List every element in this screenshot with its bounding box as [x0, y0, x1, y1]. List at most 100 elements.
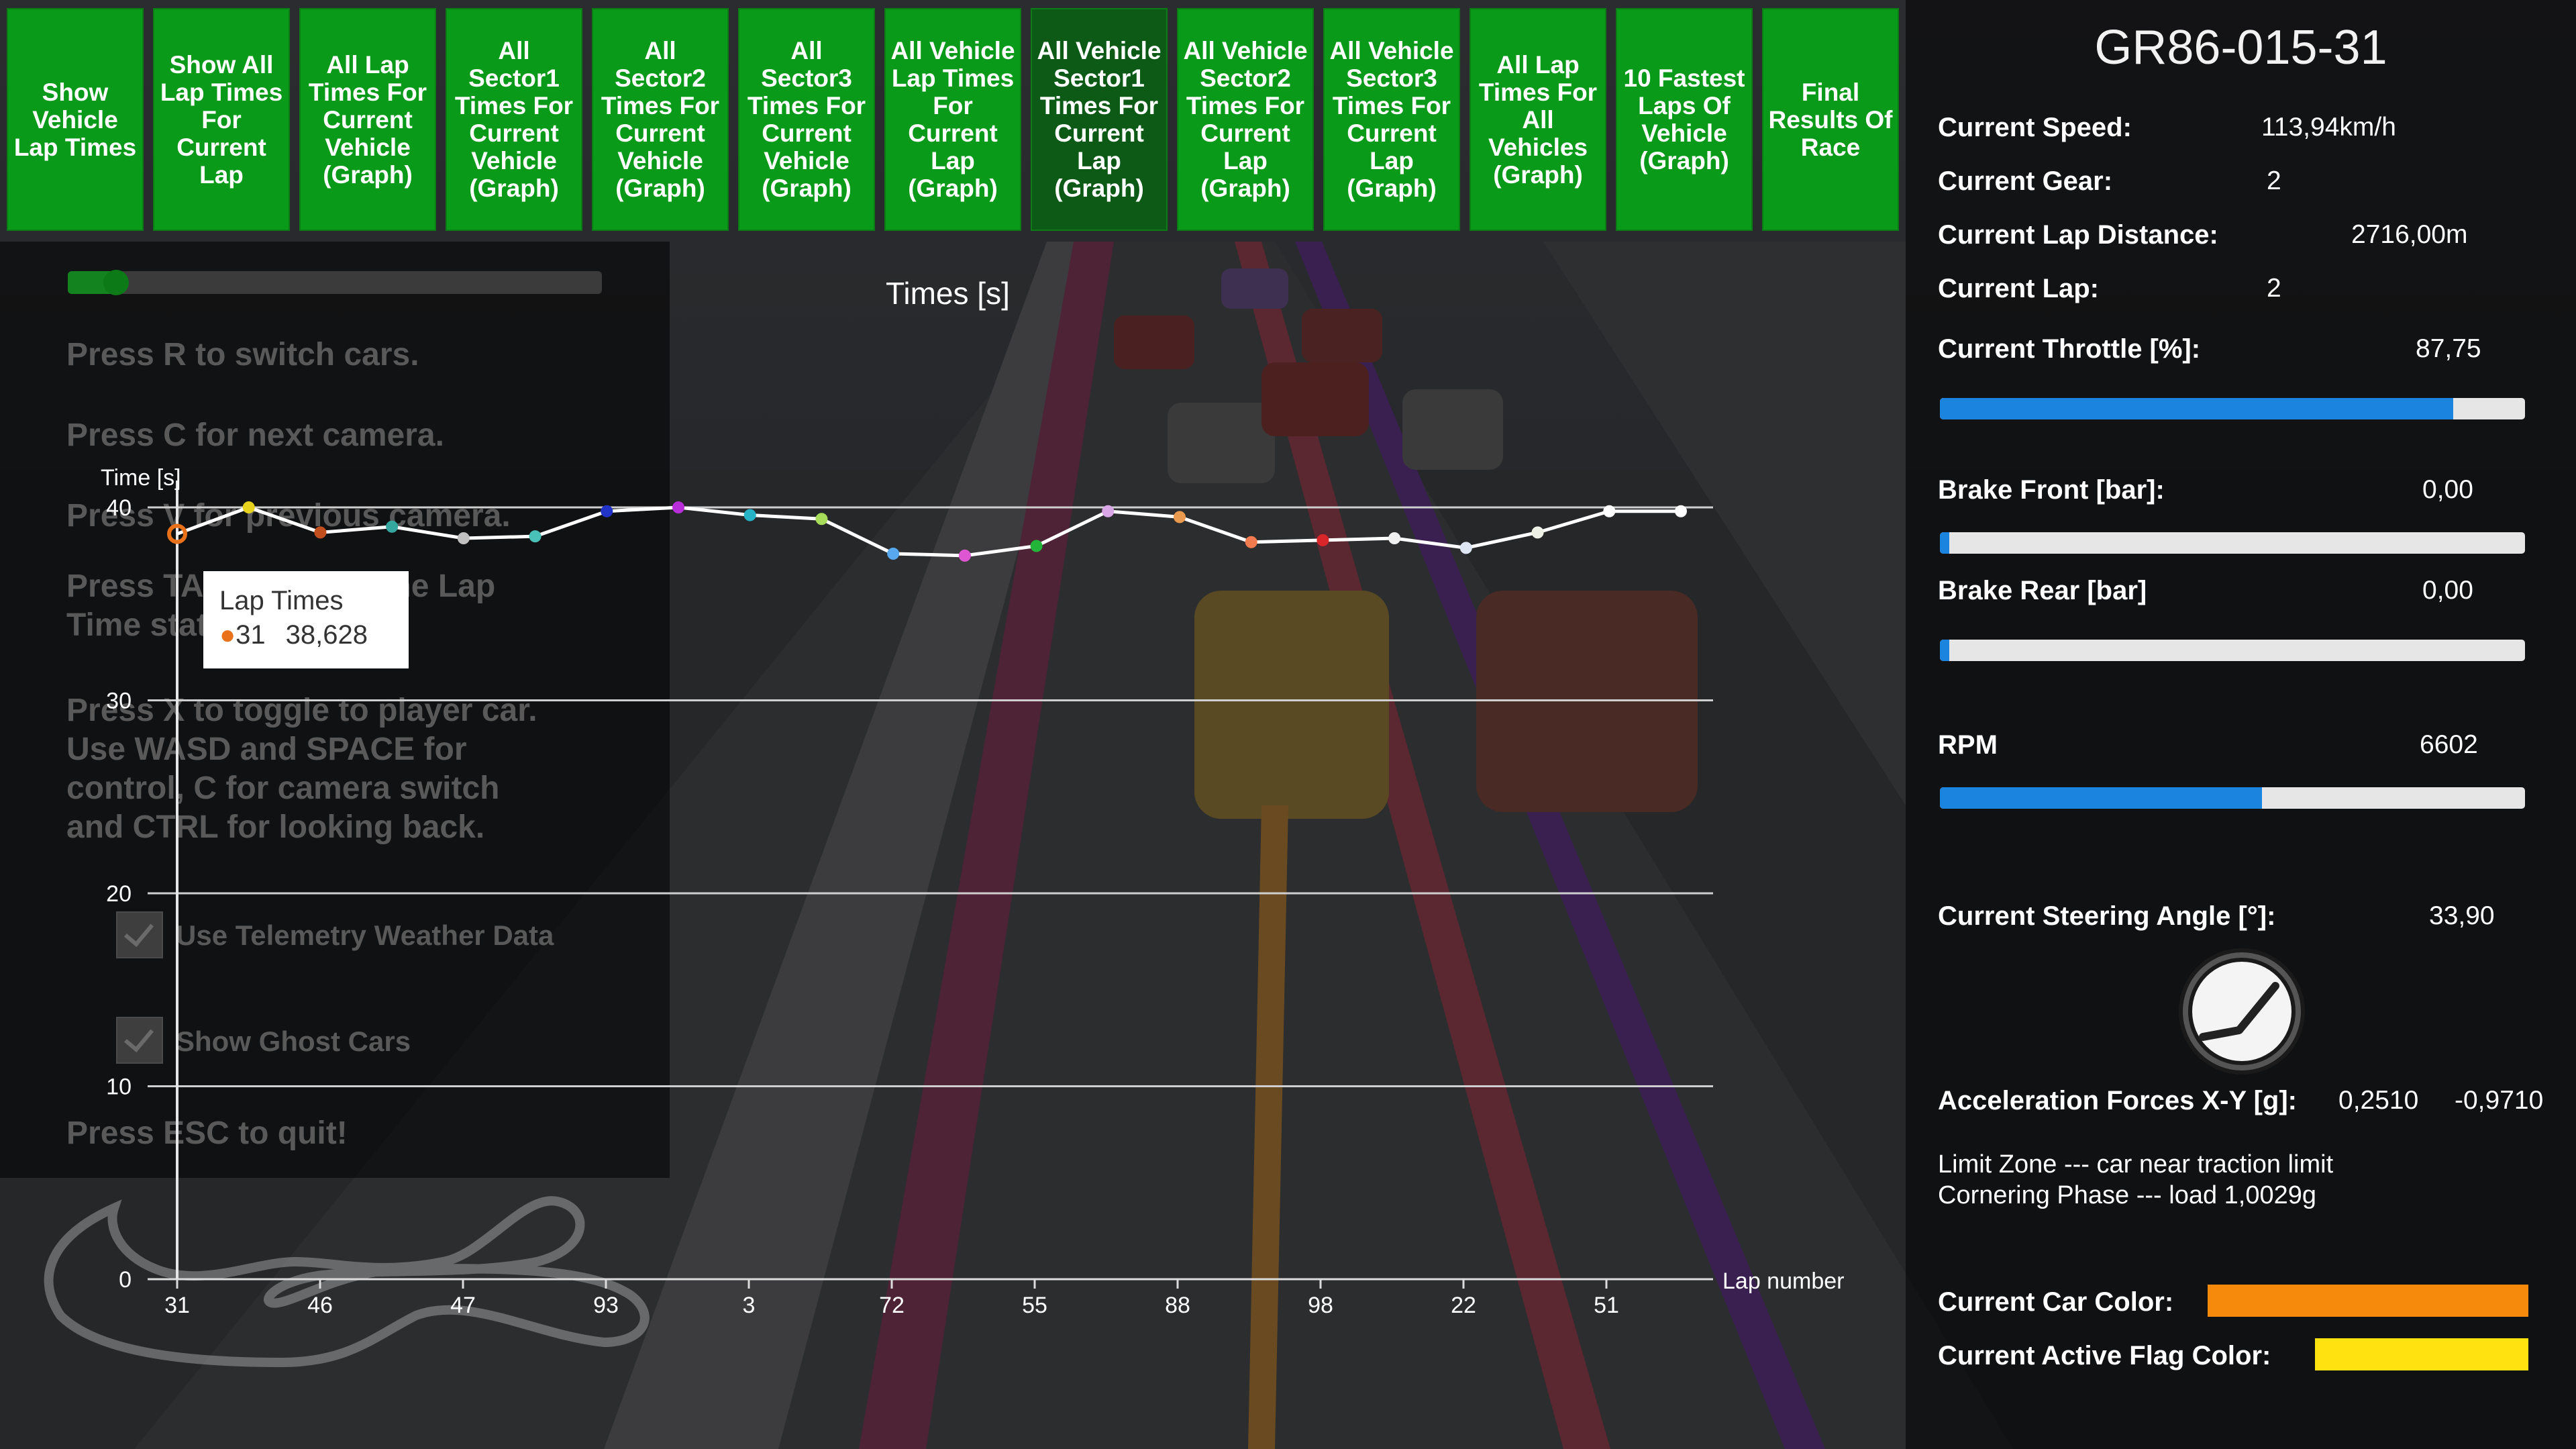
- ghost-cars-checkbox[interactable]: [116, 1017, 163, 1064]
- ghost-cars-label: Show Ghost Cars: [176, 1026, 411, 1057]
- car-id: GR86-015-31: [2094, 21, 2387, 74]
- brake-rear-value: 0,00: [2422, 576, 2473, 605]
- view-button-5[interactable]: All Sector2 Times For Current Vehicle (G…: [592, 8, 729, 231]
- y-tick-label: 30: [106, 689, 132, 714]
- gear-label: Current Gear:: [1938, 166, 2113, 196]
- hint-next-camera: Press C for next camera.: [66, 417, 444, 453]
- rpm-bar: [1940, 787, 2525, 809]
- lap-value: 2: [2267, 274, 2281, 303]
- brake-front-bar-fill: [1940, 532, 1949, 554]
- car-color-swatch: [2208, 1285, 2528, 1317]
- steering-label: Current Steering Angle [°]:: [1938, 901, 2276, 931]
- data-point: [314, 526, 327, 539]
- data-point: [1531, 526, 1544, 539]
- x-tick-label: 88: [1165, 1293, 1190, 1318]
- speed-label: Current Speed:: [1938, 113, 2132, 142]
- throttle-bar: [1940, 398, 2525, 419]
- chart-title: Times [s]: [886, 276, 1010, 311]
- lap-label: Current Lap:: [1938, 274, 2099, 303]
- view-button-9[interactable]: All Vehicle Sector2 Times For Current La…: [1177, 8, 1314, 231]
- data-point: [529, 530, 542, 543]
- tooltip-lap: 31: [236, 620, 266, 650]
- hint-quit: Press ESC to quit!: [66, 1115, 348, 1151]
- brake-rear-label: Brake Rear [bar]: [1938, 576, 2147, 605]
- view-button-12[interactable]: 10 Fastest Laps Of Vehicle (Graph): [1616, 8, 1753, 231]
- x-tick-label: 55: [1022, 1293, 1047, 1318]
- chart-tooltip: Lap Times ●31 38,628: [203, 571, 409, 668]
- view-button-11[interactable]: All Lap Times For All Vehicles (Graph): [1470, 8, 1606, 231]
- x-tick-label: 51: [1594, 1293, 1619, 1318]
- data-point: [1603, 505, 1616, 517]
- car-yellow: [1194, 591, 1389, 819]
- y-tick-label: 40: [106, 495, 132, 521]
- slider-handle[interactable]: [103, 270, 129, 295]
- acceleration-y: -0,9710: [2455, 1086, 2544, 1115]
- rpm-bar-fill: [1940, 787, 2262, 809]
- minimap-track: [44, 1196, 650, 1368]
- x-tick-label: 47: [450, 1293, 476, 1318]
- controls-overlay: [0, 242, 670, 1178]
- data-point: [167, 523, 187, 544]
- view-button-6[interactable]: All Sector3 Times For Current Vehicle (G…: [738, 8, 875, 231]
- view-button-10[interactable]: All Vehicle Sector3 Times For Current La…: [1323, 8, 1460, 231]
- tooltip-dot-icon: ●: [219, 620, 236, 650]
- view-button-4[interactable]: All Sector1 Times For Current Vehicle (G…: [446, 8, 582, 231]
- data-point: [1675, 505, 1687, 517]
- x-tick-label: 46: [307, 1293, 333, 1318]
- throttle-bar-fill: [1940, 398, 2454, 419]
- overlay-opacity-slider[interactable]: [68, 270, 602, 295]
- x-tick-label: 72: [879, 1293, 905, 1318]
- view-button-7[interactable]: All Vehicle Lap Times For Current Lap (G…: [884, 8, 1021, 231]
- hint-player-car: Press X to toggle to player car. Use WAS…: [66, 693, 537, 845]
- view-button-2[interactable]: Show All Lap Times For Current Lap: [153, 8, 290, 231]
- y-tick-label: 0: [119, 1267, 132, 1293]
- data-point: [1030, 540, 1043, 552]
- data-point: [1317, 534, 1329, 546]
- brake-front-bar: [1940, 532, 2525, 554]
- brake-front-value: 0,00: [2422, 475, 2473, 504]
- rpm-label: RPM: [1938, 730, 1998, 760]
- data-point: [958, 549, 971, 562]
- view-button-8[interactable]: All Vehicle Sector1 Times For Current La…: [1031, 8, 1168, 231]
- lap-distance-label: Current Lap Distance:: [1938, 220, 2218, 250]
- view-button-1[interactable]: Show Vehicle Lap Times: [7, 8, 144, 231]
- data-point: [457, 532, 470, 544]
- x-tick-label: 31: [164, 1293, 190, 1318]
- car-color-label: Current Car Color:: [1938, 1287, 2174, 1317]
- data-point: [672, 501, 684, 513]
- y-axis-label: Time [s]: [101, 465, 181, 491]
- data-point: [386, 520, 399, 533]
- brake-rear-bar: [1940, 640, 2525, 661]
- flag-color-label: Current Active Flag Color:: [1938, 1341, 2271, 1370]
- flag-color-swatch: [2315, 1338, 2528, 1370]
- x-tick-label: 98: [1308, 1293, 1333, 1318]
- data-point: [1459, 542, 1472, 554]
- acceleration-label: Acceleration Forces X-Y [g]:: [1938, 1086, 2297, 1115]
- x-axis-label: Lap number: [1722, 1268, 1844, 1294]
- tooltip-series-name: Lap Times: [219, 586, 344, 615]
- hint-switch-cars: Press R to switch cars.: [66, 337, 419, 372]
- data-point: [1174, 511, 1186, 523]
- view-toolbar: Show Vehicle Lap Times Show All Lap Times…: [0, 0, 1906, 242]
- speed-value: 113,94km/h: [2261, 113, 2396, 142]
- y-tick-label: 10: [106, 1075, 132, 1100]
- hint-previous-camera: Press V for previous camera.: [66, 498, 511, 534]
- weather-data-checkbox[interactable]: [116, 911, 163, 958]
- view-button-3[interactable]: All Lap Times For Current Vehicle (Graph…: [299, 8, 436, 231]
- x-tick-label: 93: [593, 1293, 619, 1318]
- brake-front-label: Brake Front [bar]:: [1938, 475, 2165, 505]
- data-point: [887, 548, 900, 560]
- view-button-13[interactable]: Final Results Of Race: [1762, 8, 1899, 231]
- weather-data-label: Use Telemetry Weather Data: [176, 919, 554, 951]
- data-point: [1102, 505, 1115, 517]
- data-point: [601, 505, 613, 517]
- data-point: [1388, 532, 1401, 544]
- gear-value: 2: [2267, 166, 2281, 195]
- telemetry-panel: GR86-015-31 Current Speed: 113,94km/h Cu…: [1906, 0, 2576, 1449]
- throttle-label: Current Throttle [%]:: [1938, 334, 2201, 364]
- rpm-value: 6602: [2420, 730, 2478, 759]
- data-point: [743, 509, 756, 521]
- brake-rear-bar-fill: [1940, 640, 1949, 661]
- steering-value: 33,90: [2429, 901, 2495, 930]
